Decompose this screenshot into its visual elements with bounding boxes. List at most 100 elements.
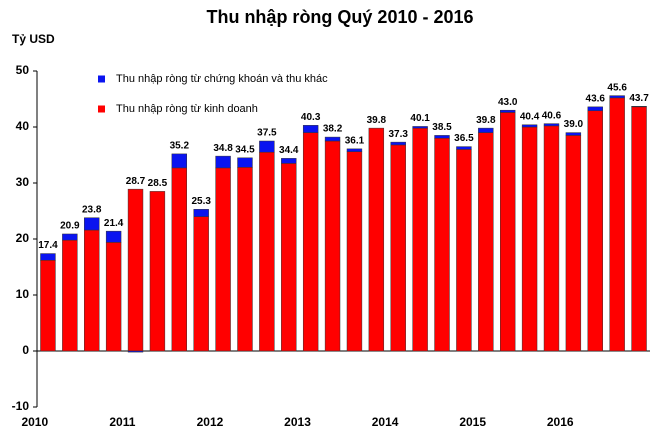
bar-segment	[259, 140, 275, 153]
bar-segment	[62, 233, 78, 241]
total-label: 39.0	[564, 119, 584, 130]
total-label: 17.4	[38, 240, 58, 251]
bar-segment	[302, 132, 319, 352]
total-label: 43.7	[629, 93, 649, 104]
y-tick-label: 10	[16, 287, 30, 301]
bar-segment	[390, 144, 406, 352]
bar-segment	[281, 158, 297, 164]
total-label: 38.5	[432, 122, 452, 133]
y-tick-label: 40	[16, 119, 30, 133]
x-tick-label: 2013	[284, 415, 311, 429]
bar-segment	[281, 163, 297, 352]
bar-segment	[324, 140, 341, 352]
total-label: 37.3	[388, 129, 408, 140]
total-label: 40.1	[410, 113, 430, 124]
total-label: 40.6	[542, 110, 562, 121]
bar-segment	[631, 106, 647, 352]
total-label: 39.8	[367, 115, 387, 126]
total-label: 45.6	[607, 82, 627, 93]
y-tick-label: -10	[12, 399, 30, 413]
legend-label: Thu nhập ròng từ chứng khoán và thu khác	[116, 73, 328, 85]
bar-segment	[390, 141, 406, 146]
total-label: 36.5	[454, 133, 474, 144]
bar-segment	[412, 127, 428, 352]
bar-segment	[543, 123, 560, 127]
bar-segment	[587, 110, 603, 352]
y-tick-label: 0	[22, 343, 29, 357]
bar-segment	[40, 260, 56, 352]
legend-label: Thu nhập ròng từ kinh doanh	[116, 103, 258, 115]
bar-segment	[259, 151, 275, 352]
total-label: 34.4	[279, 145, 299, 156]
bar-segment	[105, 242, 122, 352]
total-label: 38.2	[323, 124, 343, 135]
x-tick-label: 2015	[459, 415, 486, 429]
total-label: 39.8	[476, 115, 496, 126]
total-label: 34.8	[213, 143, 233, 154]
bar-segment	[456, 146, 472, 150]
y-tick-label: 30	[16, 175, 30, 189]
total-label: 25.3	[191, 196, 211, 207]
x-tick-label: 2016	[547, 415, 574, 429]
bar-segment	[456, 149, 472, 352]
bar-segment	[565, 132, 582, 136]
bar-segment	[434, 135, 450, 139]
x-tick-label: 2014	[372, 415, 399, 429]
y-tick-label: 20	[16, 231, 30, 245]
bar-segment	[434, 137, 450, 352]
bar-segment	[412, 126, 428, 129]
bar-segment	[215, 155, 231, 169]
chart-title: Thu nhập ròng Quý 2010 - 2016	[206, 7, 473, 27]
bar-segment	[521, 124, 538, 128]
total-label: 20.9	[60, 221, 80, 232]
total-label: 35.2	[170, 141, 190, 152]
total-label: 40.3	[301, 112, 321, 123]
bar-segment	[215, 167, 231, 352]
bar-segment	[478, 127, 494, 133]
y-axis-title: Tỷ USD	[12, 32, 55, 46]
total-label: 36.1	[345, 135, 365, 146]
bar-segment	[543, 125, 560, 352]
total-label: 34.5	[235, 144, 255, 155]
bar-segment	[565, 135, 582, 352]
bar-segment	[609, 95, 625, 99]
bar-segment	[62, 239, 78, 352]
bar-segment	[500, 109, 516, 113]
total-label: 21.4	[104, 218, 124, 229]
bar-segment	[368, 127, 385, 352]
bar-segment	[631, 106, 647, 108]
total-label: 28.7	[126, 176, 146, 187]
bar-segment	[105, 230, 122, 243]
bar-segment	[84, 229, 100, 352]
total-label: 37.5	[257, 128, 277, 139]
total-label: 28.5	[148, 178, 168, 189]
bar-segment	[500, 112, 516, 352]
x-tick-label: 2011	[109, 415, 135, 429]
bar-segment	[40, 253, 56, 261]
total-label: 43.0	[498, 97, 518, 108]
bar-segment	[171, 153, 187, 169]
total-label: 40.4	[520, 111, 540, 122]
bar-segment	[302, 125, 319, 133]
bar-segment	[127, 350, 144, 353]
bar-segment	[237, 167, 253, 352]
legend-swatch	[98, 75, 105, 83]
total-label: 43.6	[586, 93, 606, 104]
bar-segment	[149, 191, 166, 352]
bar-segment	[193, 216, 209, 352]
bar-segment	[171, 167, 187, 352]
legend-swatch	[98, 105, 105, 113]
bar-segment	[346, 148, 363, 152]
bar-segment	[193, 209, 209, 217]
bar-segment	[346, 151, 363, 352]
bar-segment	[587, 106, 603, 112]
bar-segment	[127, 188, 144, 352]
bar-segment	[521, 126, 538, 352]
total-label: 23.8	[82, 204, 102, 215]
bar-segment	[324, 136, 341, 142]
y-tick-label: 50	[16, 63, 30, 77]
bar-segment	[609, 97, 625, 352]
bar-segment	[84, 217, 100, 231]
bar-segment	[237, 157, 253, 168]
